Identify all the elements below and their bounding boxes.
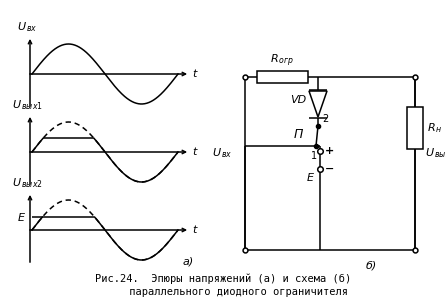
Bar — [407, 107, 423, 149]
Text: $U_{\,вых1}$: $U_{\,вых1}$ — [12, 98, 42, 112]
Text: $U_{\,вых2}$: $U_{\,вых2}$ — [12, 176, 42, 190]
Text: $t$: $t$ — [192, 145, 199, 157]
Text: $U_{\,вх}$: $U_{\,вх}$ — [17, 20, 37, 34]
Bar — [257, 71, 308, 83]
Text: $t$: $t$ — [192, 223, 199, 235]
Text: +: + — [325, 146, 334, 156]
Text: параллельного диодного ограничителя: параллельного диодного ограничителя — [98, 287, 348, 297]
Text: −: − — [325, 164, 334, 174]
Text: $t$: $t$ — [192, 67, 199, 79]
Text: 1: 1 — [311, 151, 317, 161]
Text: 2: 2 — [322, 114, 328, 124]
Polygon shape — [309, 91, 327, 117]
Text: б): б) — [366, 260, 377, 270]
Text: $U_{\,вх}$: $U_{\,вх}$ — [212, 146, 233, 160]
Text: E: E — [307, 173, 314, 183]
Text: VD: VD — [290, 95, 306, 105]
Text: $R_{\,огр}$: $R_{\,огр}$ — [270, 53, 295, 69]
Text: а): а) — [183, 257, 194, 267]
Text: Рис.24.  Эпюры напряжений (а) и схема (б): Рис.24. Эпюры напряжений (а) и схема (б) — [95, 274, 351, 284]
Text: П: П — [293, 127, 303, 140]
Text: $U_{\,вых}$: $U_{\,вых}$ — [425, 146, 446, 160]
Text: $E$: $E$ — [17, 211, 26, 223]
Text: $R_{\,н}$: $R_{\,н}$ — [427, 121, 443, 135]
